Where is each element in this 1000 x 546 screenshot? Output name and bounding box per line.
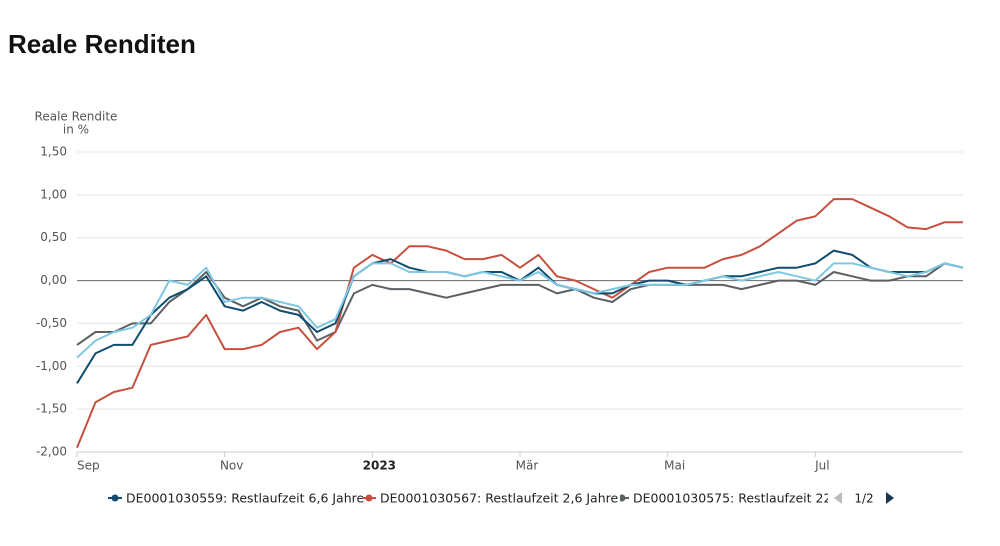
legend-item[interactable]: DE0001030567: Restlaufzeit 2,6 Jahre [362,491,619,506]
series-line [76,262,964,346]
legend-label: DE0001030575: Restlaufzeit 22, [633,491,835,506]
legend-item[interactable]: DE0001030559: Restlaufzeit 6,6 Jahre [108,491,365,506]
x-tick-label: Jul [814,459,829,473]
legend-marker [111,494,119,502]
series-line [76,198,963,449]
y-tick-label: 1,00 [40,187,67,201]
y-axis-title: Reale Rendite [35,110,118,124]
y-axis-title: in % [63,123,89,137]
legend-label: DE0001030559: Restlaufzeit 6,6 Jahre [126,491,365,506]
x-tick-label: Mai [664,459,685,473]
legend-marker [620,494,626,502]
y-tick-label: 1,50 [40,145,67,159]
legend-prev[interactable] [834,492,842,504]
x-tick-label: 2023 [363,459,396,473]
legend: DE0001030559: Restlaufzeit 6,6 Jahre DE00… [108,491,835,506]
chart-title: Reale Renditen [8,29,196,59]
y-tick-label: -1,00 [36,359,67,373]
legend-next[interactable] [886,492,894,504]
y-tick-label: -2,00 [36,445,67,459]
y-tick-label: 0,50 [40,230,67,244]
x-tick-label: Nov [220,459,243,473]
y-tick-label: 0,00 [40,273,67,287]
legend-item[interactable]: DE0001030575: Restlaufzeit 22, [615,491,835,506]
legend-page: 1/2 [854,492,873,506]
x-tick-label: Sep [77,459,100,473]
y-tick-label: -0,50 [36,316,67,330]
x-tick-label: Mär [516,459,539,473]
legend-marker [365,494,373,502]
series-line [76,262,964,359]
y-tick-label: -1,50 [36,402,67,416]
legend-label: DE0001030567: Restlaufzeit 2,6 Jahre [380,491,619,506]
series-line [76,249,964,384]
